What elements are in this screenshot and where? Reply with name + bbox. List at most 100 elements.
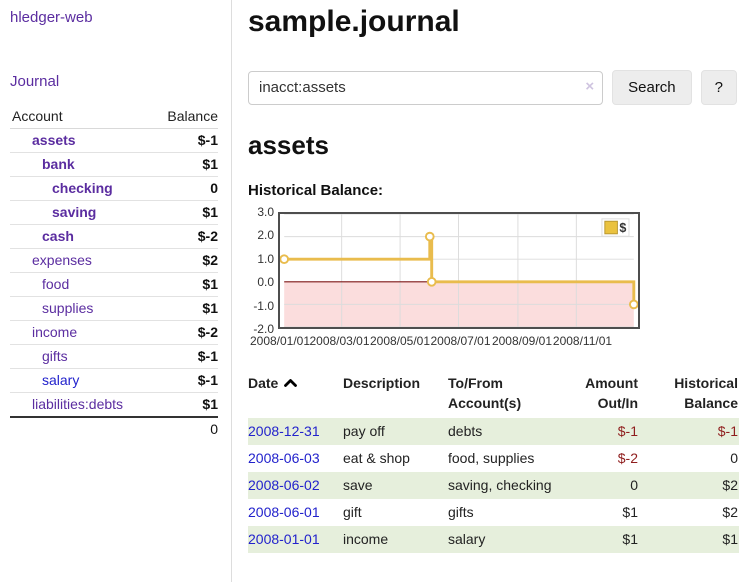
search-input[interactable] [248, 70, 604, 105]
account-row: food $1 [10, 272, 218, 297]
account-balance: $-1 [151, 128, 218, 153]
x-tick-label: 2008/05/01 [369, 334, 431, 348]
page-title: sample.journal [248, 5, 460, 38]
transaction-amount: $-2 [617, 450, 638, 466]
account-link-cash[interactable]: cash [42, 228, 74, 244]
chart-title: Historical Balance: [248, 182, 384, 199]
transaction-description: eat & shop [343, 450, 410, 466]
register-header-date[interactable]: Date [248, 373, 343, 418]
account-balance: $1 [151, 152, 218, 177]
y-tick-label: 1.0 [257, 251, 274, 266]
account-link-assets[interactable]: assets [32, 132, 76, 148]
transaction-description: income [343, 531, 389, 547]
transaction-amount: $1 [622, 531, 638, 547]
transaction-amount: $-1 [617, 423, 638, 439]
account-balance: $2 [151, 248, 218, 273]
transaction-accounts: gifts [448, 504, 474, 520]
transaction-balance: $2 [722, 477, 738, 493]
register-header-row: Date Description To/From Account(s) Amou… [248, 373, 739, 418]
account-link-gifts[interactable]: gifts [42, 348, 68, 364]
x-tick-label: 2008/09/01 [491, 334, 553, 348]
search-button[interactable]: Search [612, 70, 692, 105]
transaction-description: pay off [343, 423, 385, 439]
transaction-accounts: food, supplies [448, 450, 535, 466]
main-content: sample.journal × Search ? assets Histori… [248, 0, 739, 553]
register-table: Date Description To/From Account(s) Amou… [248, 373, 739, 553]
transaction-date-link[interactable]: 2008-01-01 [248, 531, 320, 547]
account-balance: $-1 [151, 344, 218, 369]
account-row: cash $-2 [10, 224, 218, 249]
account-balance: $-2 [151, 224, 218, 249]
account-link-food[interactable]: food [42, 276, 70, 292]
account-link-income[interactable]: income [32, 324, 78, 340]
transaction-accounts: saving, checking [448, 477, 552, 493]
svg-text:$: $ [619, 221, 626, 235]
account-link-salary[interactable]: salary [42, 372, 80, 388]
transaction-balance: 0 [730, 450, 738, 466]
search-box: × [248, 70, 604, 105]
nav-journal-link[interactable]: Journal [10, 73, 60, 90]
x-tick-label: 2008/11/01 [552, 334, 613, 348]
account-row: income $-2 [10, 320, 218, 345]
transaction-accounts: salary [448, 531, 486, 547]
register-header-description: Description [343, 375, 421, 391]
transaction-amount: $1 [622, 504, 638, 520]
transaction-description: gift [343, 504, 362, 520]
date-header-label: Date [248, 375, 279, 391]
transaction-row: 2008-01-01 income salary $1 $1 [248, 526, 739, 553]
y-tick-label: 3.0 [257, 205, 274, 219]
account-link-expenses[interactable]: expenses [32, 252, 92, 268]
transaction-balance: $1 [722, 531, 738, 547]
transaction-date-link[interactable]: 2008-06-02 [248, 477, 320, 493]
accounts-header-balance: Balance [151, 105, 218, 129]
account-balance: $1 [151, 392, 218, 418]
transaction-amount: 0 [630, 477, 638, 493]
transaction-date-link[interactable]: 2008-12-31 [248, 423, 320, 439]
y-tick-label: -1.0 [253, 298, 274, 313]
transaction-description: save [343, 477, 373, 493]
register-header-balance: Historical Balance [674, 375, 738, 411]
transaction-date-link[interactable]: 2008-06-03 [248, 450, 320, 466]
account-row: salary $-1 [10, 368, 218, 393]
y-tick-label: 2.0 [257, 228, 274, 243]
sidebar: hledger-web Journal Account Balance asse… [0, 0, 231, 441]
transaction-row: 2008-06-01 gift gifts $1 $2 [248, 499, 739, 526]
sort-ascending-icon [284, 379, 298, 387]
register-header-accounts: To/From Account(s) [448, 375, 522, 411]
account-row: saving $1 [10, 200, 218, 225]
clear-search-icon[interactable]: × [585, 77, 595, 95]
account-row: bank $1 [10, 152, 218, 177]
account-row: expenses $2 [10, 248, 218, 273]
help-button[interactable]: ? [700, 70, 737, 105]
account-link-liabilities-debts[interactable]: liabilities:debts [32, 396, 124, 412]
transaction-date-link[interactable]: 2008-06-01 [248, 504, 320, 520]
register-header-amount: Amount Out/In [585, 375, 638, 411]
y-tick-label: 0.0 [257, 275, 274, 290]
brand-link[interactable]: hledger-web [10, 9, 93, 26]
account-link-saving[interactable]: saving [52, 204, 97, 220]
accounts-header-row: Account Balance [10, 105, 218, 129]
x-tick-label: 2008/01/01 [249, 334, 311, 348]
account-balance: $-2 [151, 320, 218, 345]
accounts-header-account: Account [10, 105, 152, 129]
account-link-bank[interactable]: bank [42, 156, 75, 172]
account-balance: $1 [151, 272, 218, 297]
x-tick-label: 2008/03/01 [309, 334, 370, 348]
account-link-supplies[interactable]: supplies [42, 300, 94, 316]
account-balance: $1 [151, 200, 218, 225]
account-heading: assets [248, 130, 329, 160]
account-balance: $-1 [151, 368, 218, 393]
account-balance: 0 [151, 176, 218, 201]
account-row: assets $-1 [10, 128, 218, 153]
account-row: supplies $1 [10, 296, 218, 321]
x-tick-label: 2008/07/01 [430, 334, 491, 348]
account-link-checking[interactable]: checking [52, 180, 113, 196]
account-balance: $1 [151, 296, 218, 321]
transaction-row: 2008-06-02 save saving, checking 0 $2 [248, 472, 739, 499]
y-tick-label: -2.0 [253, 322, 274, 336]
accounts-total-row: 0 [10, 416, 218, 441]
chart-plot-area: $ [278, 212, 640, 329]
transaction-accounts: debts [448, 423, 483, 439]
account-row: liabilities:debts $1 [10, 392, 218, 418]
transaction-balance: $-1 [717, 423, 738, 439]
